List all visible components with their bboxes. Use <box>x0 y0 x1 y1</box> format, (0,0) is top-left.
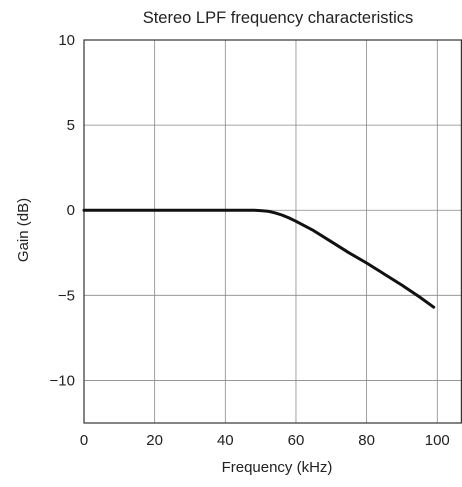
data-point <box>225 209 227 211</box>
data-point <box>330 241 332 243</box>
plot-frame <box>83 39 462 424</box>
series-group <box>82 208 436 309</box>
y-tick-label: 0 <box>67 202 75 219</box>
y-tick-label: −10 <box>50 372 75 389</box>
x-axis-label: Frequency (kHz) <box>222 459 333 476</box>
x-axis: 0 20 40 60 80 100 <box>80 432 450 449</box>
data-point <box>348 252 350 254</box>
x-tick-label: 100 <box>425 432 450 449</box>
data-point <box>189 209 191 211</box>
y-tick-label: 10 <box>58 32 75 49</box>
x-tick-label: 60 <box>288 432 305 449</box>
data-point <box>401 284 403 286</box>
data-point <box>119 209 121 211</box>
x-tick-label: 20 <box>146 432 163 449</box>
series-line <box>82 208 436 309</box>
data-point <box>267 210 269 212</box>
data-point <box>83 209 85 211</box>
data-point <box>242 209 244 211</box>
x-tick-label: 0 <box>80 432 88 449</box>
data-point <box>281 214 283 216</box>
data-point <box>295 220 297 222</box>
chart-title: Stereo LPF frequency characteristics <box>143 9 414 27</box>
data-point <box>383 273 385 275</box>
grid <box>84 40 462 423</box>
x-tick-label: 40 <box>217 432 234 449</box>
y-tick-label: 5 <box>67 117 75 134</box>
data-point <box>288 217 290 219</box>
data-point <box>260 210 262 212</box>
y-tick-label: −5 <box>58 287 75 304</box>
data-point <box>433 306 435 308</box>
data-point <box>154 209 156 211</box>
data-point <box>274 212 276 214</box>
data-point <box>313 230 315 232</box>
y-axis-label: Gain (dB) <box>15 198 32 262</box>
data-point <box>253 209 255 211</box>
data-point <box>366 262 368 264</box>
data-point <box>419 296 421 298</box>
y-axis: 10 5 0 −5 −10 <box>50 32 75 389</box>
x-tick-label: 80 <box>358 432 375 449</box>
